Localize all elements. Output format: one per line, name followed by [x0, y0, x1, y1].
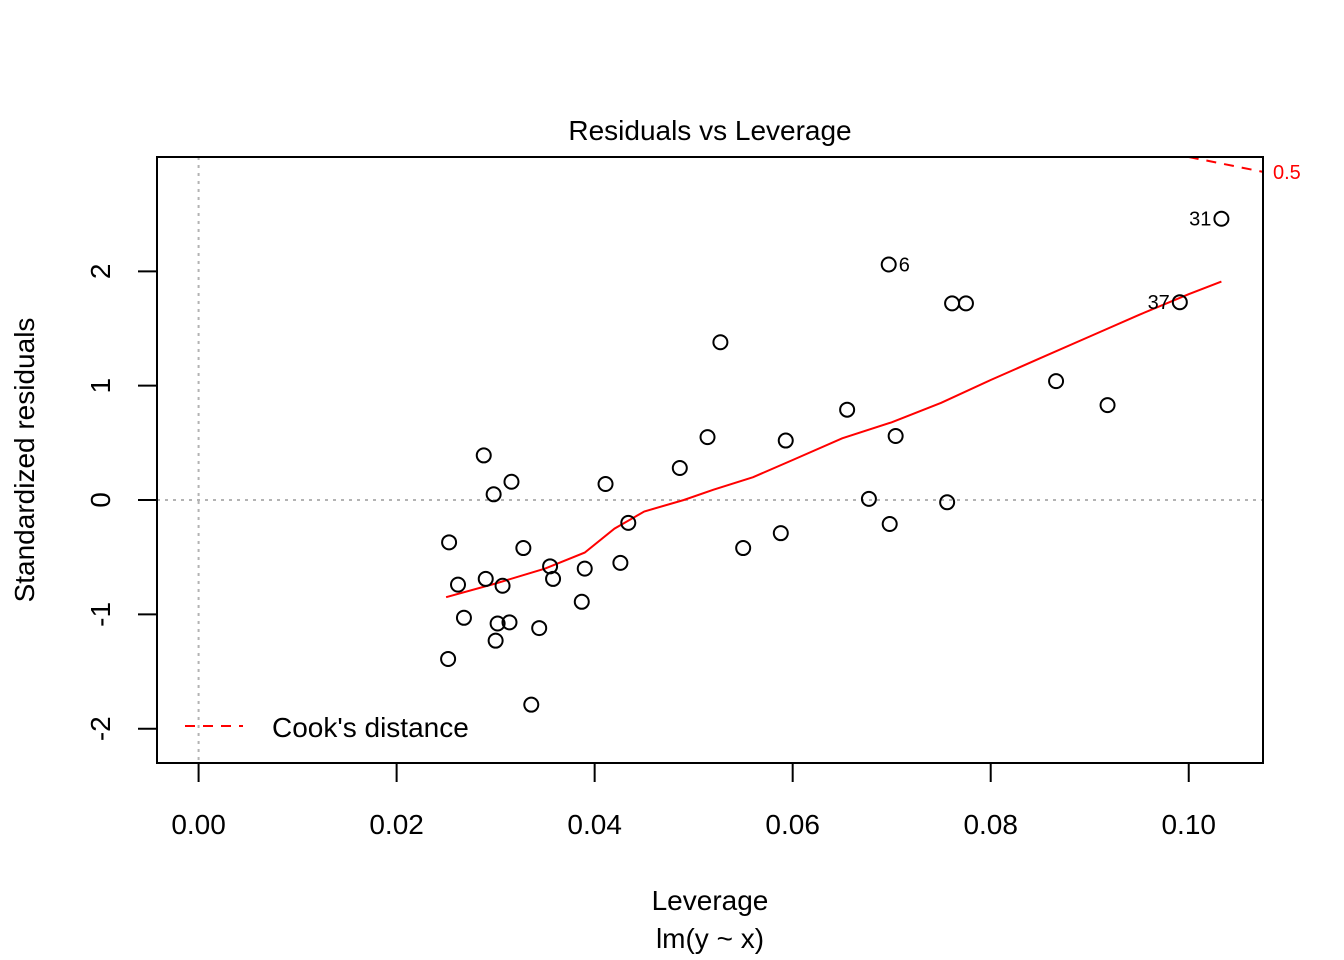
point-label: 6: [899, 254, 910, 276]
data-point: [503, 473, 520, 490]
data-points: [440, 210, 1230, 713]
data-point: [501, 614, 518, 631]
x-tick-label: 0.04: [567, 809, 622, 840]
x-axis-title: Leverage: [652, 885, 769, 916]
data-point: [699, 429, 716, 446]
y-axis: -2 -1 0 1 2: [85, 264, 158, 741]
y-axis-title: Standardized residuals: [9, 318, 40, 603]
data-point: [1048, 373, 1065, 390]
data-point: [839, 401, 856, 418]
x-axis: 0.00 0.02 0.04 0.06 0.08 0.10: [171, 762, 1216, 840]
data-point: [477, 570, 494, 587]
y-tick-label: 1: [85, 378, 116, 394]
legend: Cook's distance: [185, 712, 469, 743]
data-point: [576, 560, 593, 577]
data-point: [489, 615, 506, 632]
data-point: [485, 486, 502, 503]
data-point: [523, 696, 540, 713]
data-point: [735, 540, 752, 557]
loess-smoother: [445, 280, 1222, 599]
data-point: [455, 609, 472, 626]
x-tick-label: 0.08: [963, 809, 1018, 840]
data-point: [531, 620, 548, 637]
cooks-distance-level-label: 0.5: [1273, 162, 1301, 184]
smoother-line: [445, 280, 1222, 599]
data-point: [620, 514, 637, 531]
reference-lines: [157, 157, 1263, 763]
data-point: [545, 570, 562, 587]
y-tick-label: 0: [85, 492, 116, 508]
data-point: [440, 650, 457, 667]
point-labels: 6 37 31: [899, 209, 1212, 314]
y-tick-label: 2: [85, 264, 116, 280]
data-point: [475, 447, 492, 464]
data-point: [772, 525, 789, 542]
point-label: 37: [1148, 292, 1170, 314]
data-point: [939, 494, 956, 511]
data-point: [957, 295, 974, 312]
data-point: [671, 460, 688, 477]
x-tick-label: 0.06: [765, 809, 820, 840]
x-tick-label: 0.02: [369, 809, 424, 840]
y-tick-label: -2: [85, 716, 116, 741]
data-point: [515, 540, 532, 557]
data-point: [881, 516, 898, 533]
x-tick-label: 0.00: [171, 809, 226, 840]
data-point: [612, 554, 629, 571]
data-point: [494, 577, 511, 594]
data-point: [441, 534, 458, 551]
data-point: [944, 295, 961, 312]
data-point: [573, 593, 590, 610]
data-point: [712, 334, 729, 351]
data-point: [1099, 397, 1116, 414]
data-point: [487, 632, 504, 649]
cooks-distance-lines: [1188, 156, 1264, 173]
data-point: [880, 256, 897, 273]
data-point: [597, 476, 614, 493]
data-point: [777, 432, 794, 449]
data-point: [1171, 294, 1188, 311]
x-tick-label: 0.10: [1161, 809, 1216, 840]
data-point: [860, 490, 877, 507]
y-tick-label: -1: [85, 602, 116, 627]
point-label: 31: [1189, 209, 1211, 231]
plot-frame: [156, 156, 1264, 764]
chart-title: Residuals vs Leverage: [568, 115, 851, 146]
legend-cooks-distance-label: Cook's distance: [272, 712, 469, 743]
data-point: [1213, 210, 1230, 227]
chart-subtitle: lm(y ~ x): [656, 923, 764, 954]
data-point: [887, 427, 904, 444]
data-point: [450, 576, 467, 593]
cooks-distance-line: [1188, 156, 1264, 173]
